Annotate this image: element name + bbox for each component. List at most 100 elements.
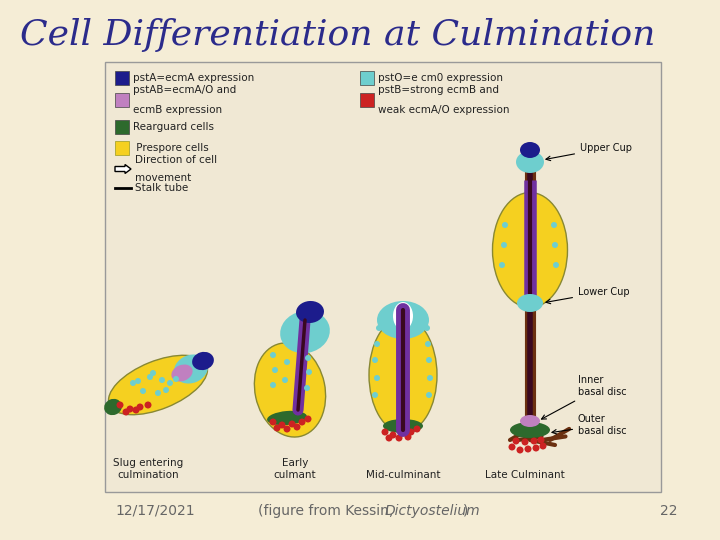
Circle shape: [372, 357, 378, 363]
Circle shape: [372, 392, 378, 398]
Circle shape: [147, 374, 153, 380]
Text: pstB=strong ecmB and: pstB=strong ecmB and: [378, 85, 499, 95]
Circle shape: [132, 407, 140, 414]
Circle shape: [499, 262, 505, 268]
Circle shape: [282, 377, 288, 383]
Text: Rearguard cells: Rearguard cells: [133, 122, 214, 132]
Ellipse shape: [516, 151, 544, 173]
Circle shape: [145, 402, 151, 408]
Bar: [115, 93, 129, 107]
Ellipse shape: [377, 301, 429, 339]
Circle shape: [173, 376, 179, 382]
Ellipse shape: [171, 364, 193, 381]
Circle shape: [305, 355, 311, 361]
Circle shape: [408, 429, 415, 435]
Circle shape: [137, 403, 143, 410]
Circle shape: [127, 406, 133, 413]
Text: Inner
basal disc: Inner basal disc: [541, 375, 626, 419]
Circle shape: [155, 390, 161, 396]
Bar: [115, 120, 129, 134]
Circle shape: [552, 242, 558, 248]
Text: pstO=e cm0 expression: pstO=e cm0 expression: [378, 73, 503, 83]
Ellipse shape: [192, 352, 214, 370]
Text: movement: movement: [135, 173, 192, 183]
Circle shape: [508, 443, 516, 450]
Text: Prespore cells: Prespore cells: [133, 143, 209, 153]
Circle shape: [270, 352, 276, 358]
Ellipse shape: [517, 294, 543, 312]
Circle shape: [426, 392, 432, 398]
Circle shape: [395, 435, 402, 442]
Ellipse shape: [109, 355, 207, 415]
Circle shape: [382, 429, 389, 435]
Circle shape: [269, 418, 276, 426]
Text: Mid-culminant: Mid-culminant: [366, 470, 440, 480]
Text: pstAB=ecmA/O and: pstAB=ecmA/O and: [133, 85, 236, 95]
Text: Dictyostelium: Dictyostelium: [385, 504, 481, 518]
Text: 22: 22: [660, 504, 678, 518]
Text: weak ecmA/O expression: weak ecmA/O expression: [378, 105, 510, 115]
Ellipse shape: [383, 419, 423, 433]
Bar: [115, 141, 129, 155]
Circle shape: [521, 438, 528, 445]
Ellipse shape: [520, 415, 540, 427]
Ellipse shape: [104, 399, 122, 415]
Circle shape: [272, 367, 278, 373]
Circle shape: [117, 402, 124, 408]
Circle shape: [167, 380, 173, 386]
Circle shape: [299, 418, 305, 426]
Circle shape: [304, 385, 310, 391]
Ellipse shape: [520, 142, 540, 158]
Circle shape: [533, 444, 539, 451]
Circle shape: [424, 325, 430, 331]
FancyArrow shape: [115, 165, 131, 173]
Circle shape: [513, 437, 520, 444]
Ellipse shape: [369, 318, 437, 433]
Circle shape: [130, 380, 136, 386]
Ellipse shape: [280, 311, 330, 353]
Circle shape: [425, 341, 431, 347]
Circle shape: [516, 447, 523, 454]
Bar: [105, 62, 661, 492]
Ellipse shape: [254, 343, 325, 437]
Circle shape: [122, 408, 130, 415]
Text: Stalk tube: Stalk tube: [135, 183, 188, 193]
Ellipse shape: [267, 411, 307, 425]
Text: Direction of cell: Direction of cell: [135, 155, 217, 165]
Ellipse shape: [510, 422, 550, 438]
Bar: [115, 71, 129, 85]
Circle shape: [385, 435, 392, 442]
Circle shape: [413, 426, 420, 433]
Circle shape: [398, 429, 405, 436]
Circle shape: [524, 446, 531, 453]
Circle shape: [284, 426, 290, 433]
Text: ecmB expression: ecmB expression: [133, 105, 222, 115]
Circle shape: [531, 437, 538, 444]
Text: Early
culmant: Early culmant: [274, 457, 316, 480]
Circle shape: [553, 262, 559, 268]
Circle shape: [140, 388, 146, 394]
Text: Cell Differentiation at Culmination: Cell Differentiation at Culmination: [20, 18, 655, 52]
Circle shape: [163, 387, 169, 393]
Circle shape: [284, 359, 290, 365]
Circle shape: [289, 421, 295, 428]
Text: pstA=ecmA expression: pstA=ecmA expression: [133, 73, 254, 83]
Circle shape: [405, 434, 412, 441]
Circle shape: [551, 222, 557, 228]
Circle shape: [502, 222, 508, 228]
Ellipse shape: [174, 354, 208, 383]
Circle shape: [135, 378, 141, 384]
Circle shape: [306, 369, 312, 375]
Text: (figure from Kessin,: (figure from Kessin,: [258, 504, 397, 518]
Circle shape: [501, 242, 507, 248]
Circle shape: [274, 424, 281, 431]
Circle shape: [374, 375, 380, 381]
Text: 12/17/2021: 12/17/2021: [115, 504, 194, 518]
Circle shape: [294, 423, 300, 430]
Text: Slug entering
culmination: Slug entering culmination: [113, 457, 183, 480]
Text: Outer
basal disc: Outer basal disc: [552, 414, 626, 436]
Text: Late Culminant: Late Culminant: [485, 470, 565, 480]
Circle shape: [270, 382, 276, 388]
Bar: [360, 93, 374, 107]
Circle shape: [427, 375, 433, 381]
